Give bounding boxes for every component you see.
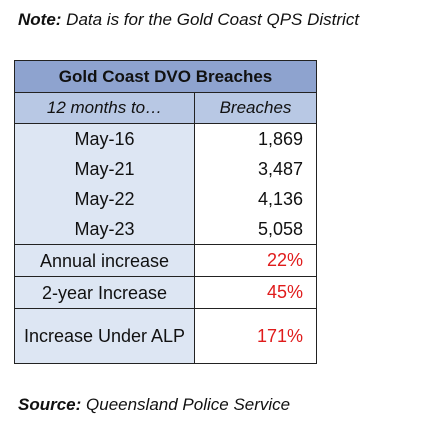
table-title-row: Gold Coast DVO Breaches	[13, 60, 318, 93]
table-row: May-23 5,058	[14, 214, 317, 245]
column-header-period: 12 months to…	[14, 92, 195, 124]
row-period: May-16	[14, 123, 195, 154]
summary-value: 22%	[193, 244, 318, 277]
table-title: Gold Coast DVO Breaches	[13, 60, 318, 93]
table-header-row: 12 months to… Breaches	[14, 92, 318, 124]
summary-value: 45%	[193, 276, 318, 309]
source-body: Queensland Police Service	[81, 395, 291, 414]
row-period: May-23	[14, 214, 195, 245]
row-value: 5,058	[194, 214, 317, 245]
table-row: May-21 3,487	[14, 154, 317, 184]
row-period: May-22	[14, 184, 195, 214]
table-row: May-16 1,869	[14, 123, 317, 154]
note-body: Data is for the Gold Coast QPS District	[61, 10, 360, 29]
source-label: Source:	[18, 395, 82, 414]
summary-row-alp: Increase Under ALP 171%	[14, 308, 318, 364]
source-text: Source: Queensland Police Service	[18, 395, 290, 415]
summary-label: 2-year Increase	[14, 276, 195, 309]
note-text: Note: Data is for the Gold Coast QPS Dis…	[18, 10, 359, 30]
column-header-breaches: Breaches	[193, 92, 318, 124]
summary-row-two-year: 2-year Increase 45%	[14, 276, 318, 309]
row-value: 3,487	[194, 154, 317, 184]
dvo-breaches-table: Gold Coast DVO Breaches 12 months to… Br…	[13, 60, 318, 364]
summary-label: Annual increase	[14, 244, 195, 277]
summary-label: Increase Under ALP	[14, 308, 195, 364]
summary-row-annual: Annual increase 22%	[14, 244, 318, 277]
row-value: 1,869	[194, 123, 317, 154]
row-period: May-21	[14, 154, 195, 184]
note-label: Note:	[18, 10, 62, 29]
table-row: May-22 4,136	[14, 184, 317, 214]
summary-value: 171%	[193, 308, 318, 364]
row-value: 4,136	[194, 184, 317, 214]
